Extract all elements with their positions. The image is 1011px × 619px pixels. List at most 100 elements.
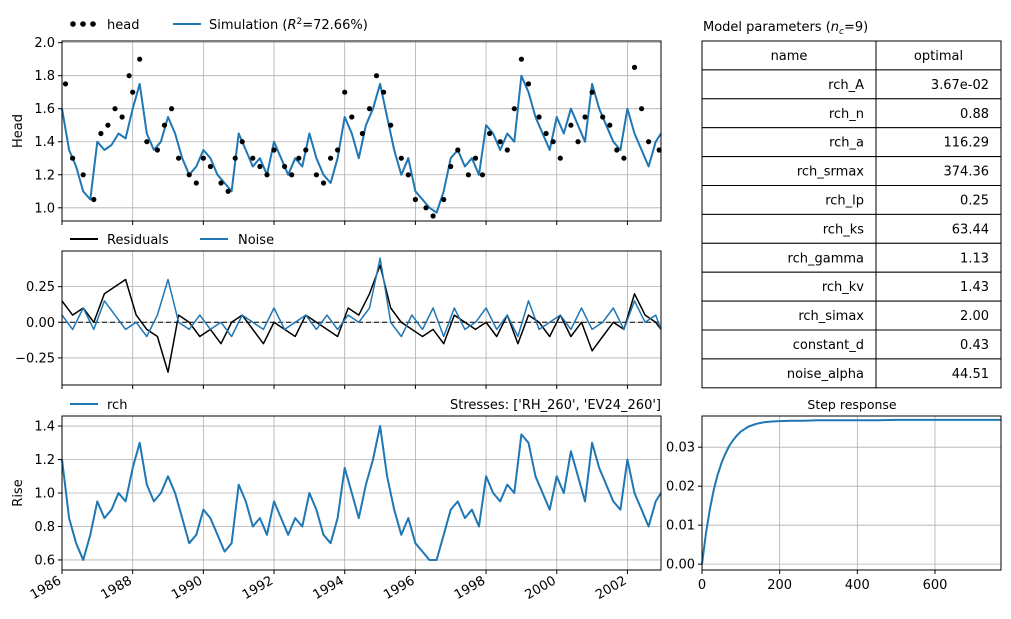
head-ytick-label: 1.0	[34, 201, 55, 216]
head-point	[543, 130, 549, 137]
parameter-value: 3.67e-02	[931, 78, 989, 93]
table-header-row-name-cell	[701, 40, 877, 71]
head-point	[186, 172, 192, 178]
rch-xtick-label: 1996	[381, 573, 417, 603]
head-point	[239, 139, 245, 145]
rch-xticks: 1986 1988 1990 1992 1994 1996 1998 2000 2002	[28, 570, 629, 603]
head-point	[80, 172, 86, 178]
head-point	[225, 188, 231, 194]
head-point	[342, 89, 348, 95]
head-point	[398, 155, 404, 161]
rch-ylabel: Rise	[11, 479, 26, 506]
residuals-ytick-label: 0.00	[26, 316, 55, 331]
rch-xtick-label: 1988	[99, 573, 135, 603]
head-point	[448, 163, 454, 170]
table-row-value-cell	[875, 300, 1002, 331]
head-point	[289, 172, 295, 178]
residuals-line	[61, 264, 662, 373]
head-xticks	[61, 221, 628, 225]
table-row-value-cell	[875, 98, 1002, 129]
head-point	[621, 155, 627, 161]
parameters-table-title: Model parameters (nc=9)	[703, 20, 868, 37]
head-point	[366, 106, 373, 112]
step-response-xtick-label: 600	[923, 578, 948, 593]
residuals-ytick-label: −0.25	[15, 351, 55, 366]
head-point	[320, 180, 327, 186]
parameter-name: noise_alpha	[787, 367, 864, 382]
head-panel: 1.0 1.2 1.4 1.6 1.8 2.0 Head head Simulation …	[11, 17, 662, 225]
head-point	[455, 147, 461, 153]
head-point	[200, 155, 206, 161]
table-header-row-value-cell	[875, 40, 1002, 71]
parameter-name: rch_srmax	[797, 165, 864, 180]
head-point	[600, 114, 606, 120]
legend-residuals-label: Residuals	[107, 233, 169, 248]
table-row-value-cell	[875, 156, 1002, 187]
head-point	[441, 196, 447, 203]
head-ytick-label: 1.6	[34, 102, 55, 117]
step-response-ytick-label: 0.00	[666, 558, 695, 573]
step-response-series	[701, 418, 1001, 565]
head-ytick-label: 2.0	[34, 36, 55, 51]
rch-xtick-label: 1992	[240, 573, 276, 603]
step-response-line	[701, 418, 1001, 565]
parameters-table: Model parameters (nc=9) name optimal rch_A…	[701, 20, 1002, 389]
head-point	[388, 122, 394, 128]
table-row-value-cell	[875, 127, 1002, 158]
head-point	[646, 139, 652, 145]
table-row-value-cell	[875, 185, 1002, 215]
head-point	[130, 89, 136, 95]
legend-head-marker	[70, 21, 76, 27]
head-point	[176, 155, 182, 161]
head-point	[70, 155, 76, 161]
rch-ytick-label: 0.8	[34, 520, 55, 535]
head-point	[303, 147, 309, 153]
head-point	[472, 155, 479, 161]
head-point	[349, 114, 355, 120]
residuals-series	[61, 257, 662, 373]
step-response-ytick-label: 0.01	[666, 519, 695, 534]
legend-simulation-label: Simulation (R2=72.66%)	[209, 17, 368, 33]
head-point	[518, 56, 525, 62]
table-header-name: name	[771, 49, 808, 64]
table-row-name-cell	[701, 98, 877, 129]
rch-ytick-label: 1.0	[34, 487, 55, 502]
noise-line	[61, 257, 662, 338]
parameter-value: 44.51	[952, 367, 989, 382]
head-ytick-label: 1.4	[34, 135, 55, 150]
parameter-name: constant_d	[793, 338, 864, 353]
rch-ytick-label: 1.2	[34, 453, 55, 468]
head-yticks: 1.0 1.2 1.4 1.6 1.8 2.0	[34, 36, 62, 216]
table-row-value-cell	[875, 213, 1002, 244]
step-response-ytick-label: 0.02	[666, 480, 695, 495]
head-point	[479, 172, 486, 178]
head-point	[250, 155, 256, 161]
head-point	[568, 122, 574, 128]
head-ytick-label: 1.2	[34, 168, 55, 183]
head-point	[575, 139, 581, 145]
head-point	[313, 172, 319, 178]
parameter-name: rch_ks	[823, 222, 864, 237]
head-point	[557, 155, 563, 161]
legend-rch-label: rch	[107, 398, 127, 413]
head-point	[487, 130, 493, 137]
head-point	[412, 196, 418, 203]
step-response-ytick-label: 0.03	[666, 441, 695, 456]
head-point	[465, 172, 471, 178]
rch-panel: 1.4 1.2 1.0 0.8 0.6 1986 1988 1990 1992 1994 1996…	[11, 398, 662, 603]
head-point	[98, 130, 104, 137]
head-point	[497, 139, 503, 145]
head-point	[607, 122, 613, 128]
head-point	[525, 81, 532, 87]
parameter-name: rch_a	[829, 136, 864, 151]
head-ylabel: Head	[11, 114, 26, 148]
table-row-value-cell	[875, 242, 1002, 273]
rch-xtick-label: 1994	[311, 573, 347, 603]
head-point	[335, 147, 341, 153]
step-response-title: Step response	[807, 397, 897, 412]
parameter-value: 0.43	[960, 338, 989, 353]
legend-noise-label: Noise	[238, 233, 274, 248]
head-point	[631, 64, 638, 70]
table-header-optimal: optimal	[914, 49, 963, 64]
parameter-value: 116.29	[944, 136, 990, 151]
